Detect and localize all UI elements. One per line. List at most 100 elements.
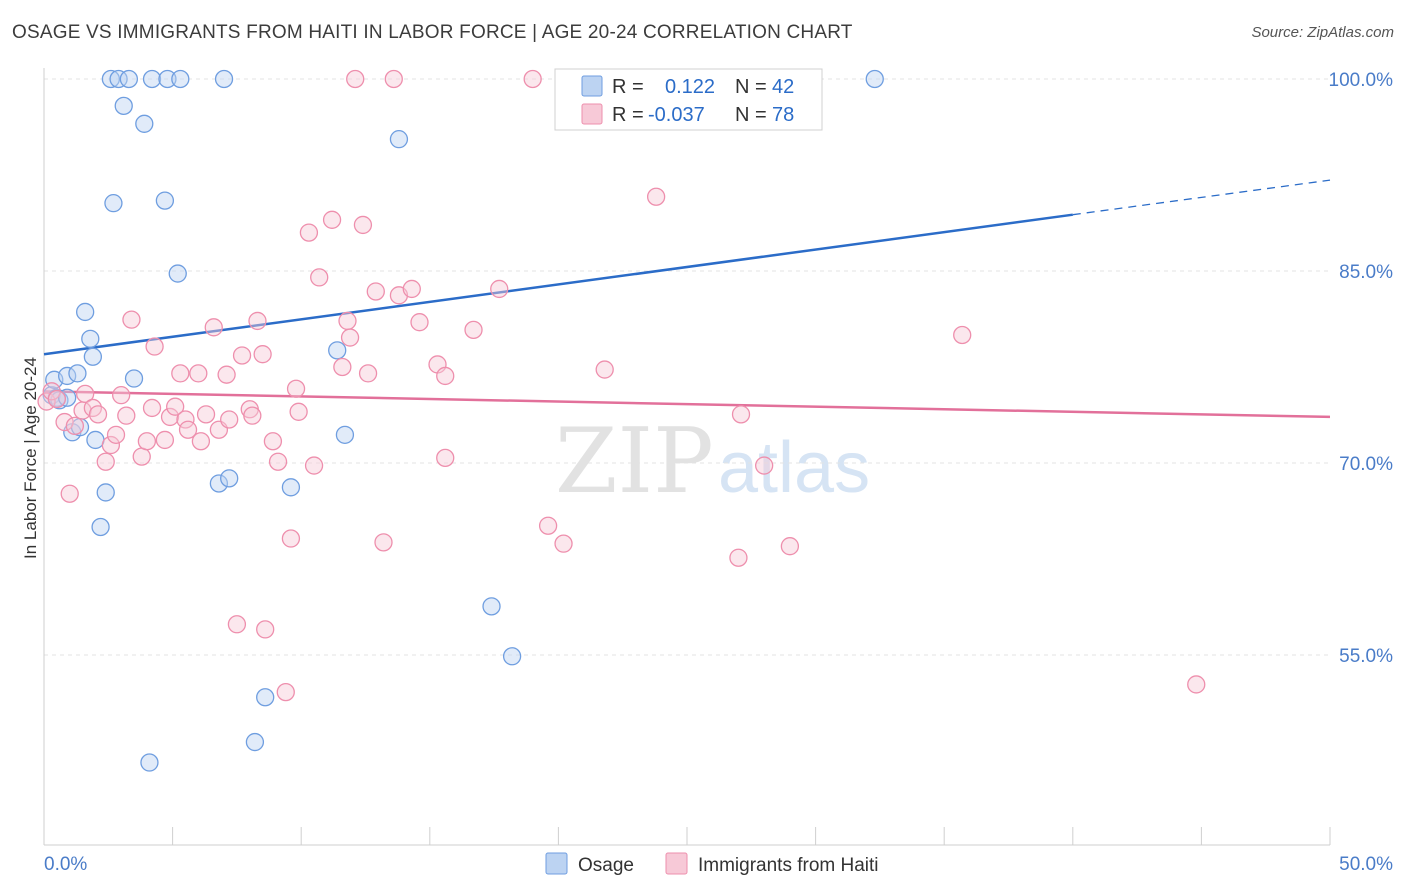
point-haiti [189,364,208,383]
point-haiti [160,407,180,427]
point-haiti [436,448,455,468]
point-haiti [780,537,800,556]
point-osage [328,341,347,360]
point-haiti [166,397,185,416]
point-haiti [196,405,216,424]
point-haiti [220,410,239,429]
point-osage [86,430,105,450]
point-haiti [276,682,295,702]
point-haiti [490,279,509,299]
point-haiti [554,534,573,553]
point-haiti [60,484,79,503]
point-osage [281,478,301,497]
point-haiti [268,452,288,471]
point-haiti [248,311,267,331]
point-haiti [263,432,283,451]
point-haiti [204,318,223,337]
grid-lines [44,78,1330,656]
watermark-zip: ZIP [555,409,714,514]
point-haiti [755,456,774,475]
point-haiti [232,346,252,365]
point-haiti [106,425,126,444]
point-haiti [137,432,157,451]
point-osage [158,69,177,89]
point-osage [209,474,229,493]
series-legend-swatch-haiti [665,852,688,875]
point-haiti [55,412,74,432]
point-haiti [132,447,151,466]
point-haiti [256,620,275,639]
x-tick-label-max: 50.0% [1339,854,1393,875]
x-tick-label-min: 0.0% [44,854,87,875]
point-haiti [410,313,429,332]
point-haiti [191,432,211,451]
legend-n-value-haiti: 78 [772,104,794,126]
point-haiti [112,386,131,405]
point-osage [96,483,115,502]
point-haiti [322,210,342,229]
legend-swatch-osage [581,75,603,97]
series-legend-swatch-osage [545,852,568,875]
point-haiti [346,69,365,89]
point-haiti [384,69,403,89]
point-haiti [340,328,360,347]
point-haiti [145,337,164,356]
point-osage [142,69,162,89]
point-haiti [358,364,378,383]
point-osage [140,753,159,772]
tick-labels: 55.0% 70.0% 85.0% 100.0% 0.0% 50.0% [44,70,1393,875]
trend-lines [43,179,1331,419]
point-osage [83,347,103,366]
point-haiti [310,268,329,287]
point-haiti [286,379,306,398]
legend-r-value-osage: 0.122 [665,76,715,98]
point-osage [119,69,139,89]
point-haiti [122,310,141,329]
point-haiti [402,279,421,299]
point-osage [81,329,100,348]
point-haiti [353,215,373,235]
point-haiti [88,405,108,424]
watermark-atlas: atlas [718,428,870,508]
point-osage [91,517,110,537]
point-haiti [243,406,262,425]
point-haiti [299,223,319,242]
point-haiti [178,420,198,439]
point-haiti [101,435,121,455]
point-haiti [281,529,301,548]
legend-n-label-haiti: N = [735,104,767,126]
trend-line-osage [43,213,1073,356]
point-osage [124,369,144,388]
point-haiti [171,364,190,383]
point-osage [335,425,355,444]
point-haiti [464,320,483,340]
point-haiti [142,398,162,418]
point-osage [104,194,123,213]
point-haiti [65,416,85,436]
point-osage [68,364,87,383]
point-osage [256,688,275,707]
point-haiti [289,402,308,421]
series-legend-label-osage: Osage [578,855,634,876]
point-haiti [538,516,558,535]
point-haiti [953,325,972,345]
point-haiti [436,366,455,386]
legend-n-value-osage: 42 [772,76,794,98]
point-haiti [227,615,247,634]
legend-swatch-haiti [581,103,603,125]
point-haiti [155,430,175,450]
point-haiti [338,311,357,331]
y-axis-label: In Labor Force | Age 20-24 [21,357,40,559]
y-tick-label: 70.0% [1339,454,1393,475]
y-tick-label: 55.0% [1339,646,1393,667]
point-osage [502,647,522,666]
point-osage [865,69,884,89]
point-osage [135,114,154,133]
point-haiti [523,69,542,89]
point-osage [101,69,121,89]
point-haiti [117,406,136,425]
chart-title: OSAGE VS IMMIGRANTS FROM HAITI IN LABOR … [12,22,853,43]
legend-r-value-haiti: -0.037 [648,104,705,126]
y-tick-label: 85.0% [1339,262,1393,283]
point-osage [245,732,265,752]
